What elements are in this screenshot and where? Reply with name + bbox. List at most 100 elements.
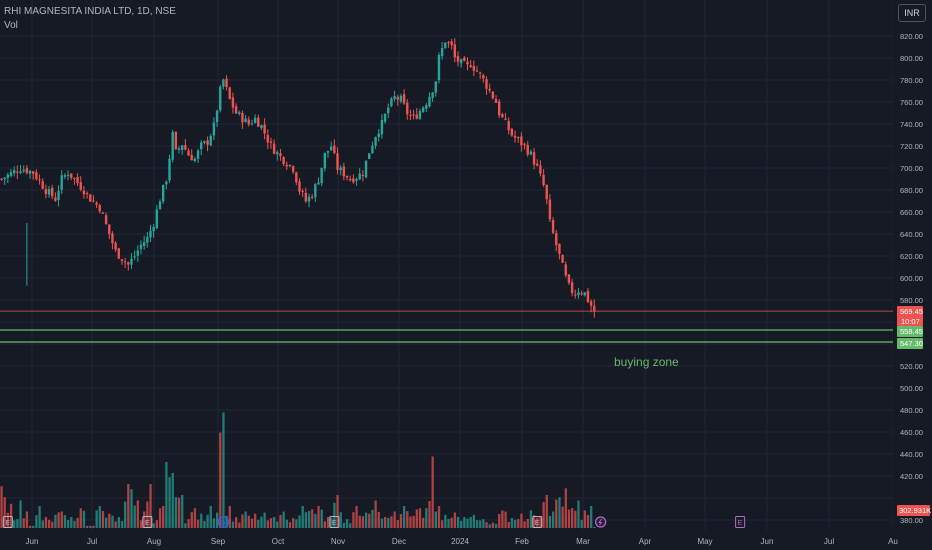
candle (54, 192, 57, 202)
candle (219, 84, 222, 113)
candle-body (174, 131, 178, 150)
candle (507, 117, 510, 135)
candle (111, 231, 114, 250)
candle (336, 147, 339, 175)
candle (231, 92, 235, 114)
candle-body (545, 184, 548, 200)
volume-bar (105, 517, 108, 528)
volume-bar (143, 511, 146, 528)
volume-bar (374, 500, 377, 528)
price-tick-label: 460.00 (900, 428, 923, 437)
candle-body (339, 167, 342, 171)
event-marker: E (2, 516, 13, 528)
candle-body (146, 237, 149, 243)
candle-body (79, 182, 82, 190)
volume-bar (593, 526, 596, 528)
candle-body (589, 301, 593, 306)
candle (574, 289, 577, 299)
volume-bar (542, 502, 545, 528)
candle (555, 230, 558, 252)
candle (228, 86, 231, 100)
candle (529, 149, 533, 156)
candle-body (574, 294, 577, 296)
candle-body (12, 170, 16, 174)
candle-body (215, 110, 219, 123)
candle (190, 149, 193, 161)
earnings-icon-label: E (6, 520, 11, 527)
volume-bar (323, 521, 327, 528)
volume-bar (504, 511, 507, 528)
candle-body (358, 173, 361, 180)
candle-body (149, 230, 152, 238)
candle (35, 169, 38, 181)
candle-body (139, 244, 143, 249)
volume-bar (3, 497, 6, 528)
volume-bar (171, 473, 174, 528)
time-tick-label: Dec (392, 537, 406, 546)
candle-body (82, 190, 86, 195)
candle-body (539, 165, 542, 174)
volume-label[interactable]: Vol (4, 20, 18, 31)
candle-body (190, 154, 193, 161)
candle (310, 193, 314, 200)
earnings-icon-label: E (145, 520, 150, 527)
candle-body (352, 178, 355, 183)
candle (127, 261, 130, 271)
volume-bar (431, 456, 434, 528)
volume-bar (146, 501, 149, 528)
candle (577, 287, 580, 299)
candle-body (22, 169, 25, 172)
volume-bar (399, 514, 403, 528)
candle-body (57, 190, 60, 200)
candle-body (171, 132, 174, 160)
volume-bar (577, 500, 580, 528)
candle-body (133, 256, 136, 258)
volume-bar (282, 511, 285, 528)
candle-body (225, 78, 228, 88)
volume-bar (130, 489, 133, 528)
volume-bar (425, 508, 428, 528)
candle-body (193, 158, 197, 162)
time-axis-bg (0, 530, 932, 550)
candle-body (187, 150, 190, 156)
split-icon (595, 516, 607, 528)
symbol-title[interactable]: RHI MAGNESITA INDIA LTD, 1D, NSE (4, 6, 176, 17)
candle (12, 166, 16, 177)
candle-body (472, 65, 476, 71)
candle-body (507, 121, 510, 131)
candle (589, 299, 593, 313)
candle (374, 136, 377, 150)
candle-body (196, 150, 200, 159)
candle-body (491, 91, 495, 99)
level-badge: 558.45 (897, 326, 923, 337)
candle-body (583, 292, 586, 296)
time-tick-label: Feb (515, 537, 529, 546)
currency-button[interactable]: INR (898, 4, 926, 22)
earnings-icon-label: E (738, 520, 743, 527)
candle (539, 160, 542, 177)
candle (396, 94, 399, 106)
volume-bar (466, 518, 469, 528)
candle (73, 177, 76, 185)
volume-bar (244, 511, 247, 528)
candle-body (345, 175, 349, 178)
candle-body (234, 106, 238, 114)
volume-bar (76, 517, 79, 528)
volume-bar (13, 520, 16, 528)
candle-body (38, 179, 41, 181)
volume-bar (133, 505, 136, 528)
volume-bar (402, 506, 406, 528)
candle-body (6, 174, 10, 178)
candle (177, 145, 181, 154)
candle (453, 38, 457, 63)
level-badge-label: 547.30 (900, 339, 923, 348)
event-marker: E (735, 516, 746, 528)
candle (187, 148, 190, 156)
volume-bar (456, 516, 460, 528)
candle (165, 180, 168, 190)
candle (355, 177, 358, 186)
candle (437, 52, 441, 84)
candle (593, 299, 596, 318)
